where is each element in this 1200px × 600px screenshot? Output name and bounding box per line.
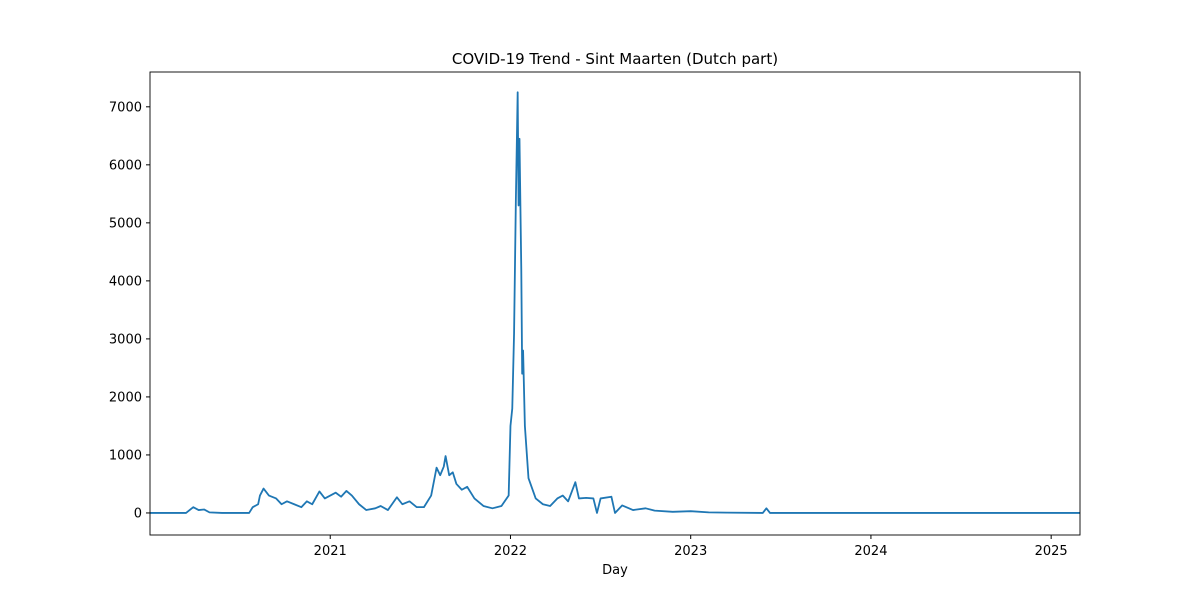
plot-frame bbox=[149, 71, 1081, 536]
x-tick-label: 2023 bbox=[674, 544, 707, 559]
x-tick-label: 2021 bbox=[314, 544, 347, 559]
chart-title: COVID-19 Trend - Sint Maarten (Dutch par… bbox=[452, 50, 778, 68]
y-tick-label: 5000 bbox=[109, 216, 142, 231]
y-tick-label: 6000 bbox=[109, 158, 142, 173]
x-tick-label: 2024 bbox=[854, 544, 887, 559]
y-tick-label: 3000 bbox=[109, 332, 142, 347]
x-tick-label: 2022 bbox=[494, 544, 527, 559]
x-tick-label: 2025 bbox=[1035, 544, 1068, 559]
y-tick-label: 1000 bbox=[109, 448, 142, 463]
y-tick-label: 4000 bbox=[109, 274, 142, 289]
line-series bbox=[150, 91, 1080, 514]
y-tick-label: 7000 bbox=[109, 100, 142, 115]
y-tick-label: 0 bbox=[134, 506, 142, 521]
y-tick-label: 2000 bbox=[109, 390, 142, 405]
x-axis-label: Day bbox=[602, 563, 628, 578]
